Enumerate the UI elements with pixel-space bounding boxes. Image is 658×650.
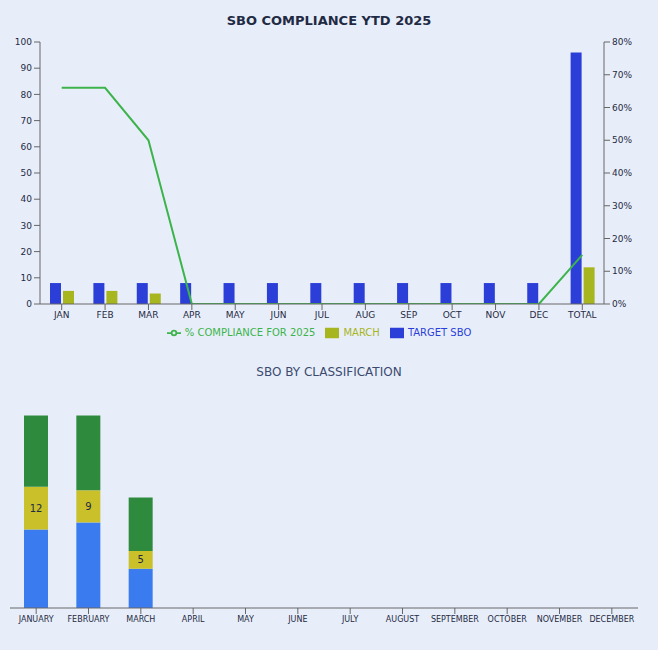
svg-text:JAN: JAN xyxy=(53,310,69,320)
svg-text:60%: 60% xyxy=(612,103,632,113)
html-text:% COMPLIANCE FOR 2025: % COMPLIANCE FOR 2025 xyxy=(184,327,316,338)
html-text:SBO BY CLASSIFICATION: SBO BY CLASSIFICATION xyxy=(256,365,402,379)
svg-text:AUGUST: AUGUST xyxy=(386,615,419,624)
svg-text:JUN: JUN xyxy=(270,310,287,320)
svg-text:APR: APR xyxy=(183,310,201,320)
svg-text:JANUARY: JANUARY xyxy=(18,615,54,624)
svg-text:FEB: FEB xyxy=(97,310,114,320)
svg-text:12: 12 xyxy=(30,503,43,514)
svg-text:50: 50 xyxy=(21,168,33,178)
svg-text:0%: 0% xyxy=(612,299,627,309)
svg-text:40: 40 xyxy=(21,194,33,204)
svg-text:70%: 70% xyxy=(612,70,632,80)
svg-text:MARCH: MARCH xyxy=(126,615,155,624)
svg-text:20%: 20% xyxy=(612,234,632,244)
svg-text:SEPTEMBER: SEPTEMBER xyxy=(431,615,479,624)
svg-text:APRIL: APRIL xyxy=(182,615,205,624)
svg-text:80%: 80% xyxy=(612,37,632,47)
svg-text:AUG: AUG xyxy=(356,310,376,320)
svg-text:10: 10 xyxy=(21,273,33,283)
svg-text:5: 5 xyxy=(137,554,143,565)
svg-text:MAY: MAY xyxy=(226,310,245,320)
svg-text:OCTOBER: OCTOBER xyxy=(488,615,528,624)
svg-text:DECEMBER: DECEMBER xyxy=(589,615,634,624)
svg-text:JUNE: JUNE xyxy=(287,615,307,624)
svg-text:40%: 40% xyxy=(612,168,632,178)
html-text:MARCH: MARCH xyxy=(343,327,380,338)
svg-text:30: 30 xyxy=(21,221,33,231)
svg-text:90: 90 xyxy=(21,63,33,73)
svg-text:50%: 50% xyxy=(612,135,632,145)
svg-text:MAR: MAR xyxy=(138,310,158,320)
svg-text:NOVEMBER: NOVEMBER xyxy=(537,615,583,624)
svg-text:100: 100 xyxy=(15,37,32,47)
svg-text:DEC: DEC xyxy=(529,310,548,320)
svg-text:60: 60 xyxy=(21,142,33,152)
svg-text:OCT: OCT xyxy=(443,310,462,320)
svg-text:0: 0 xyxy=(26,299,32,309)
svg-text:NOV: NOV xyxy=(486,310,507,320)
svg-text:10%: 10% xyxy=(612,266,632,276)
svg-text:9: 9 xyxy=(85,501,91,512)
svg-text:80: 80 xyxy=(21,90,33,100)
svg-text:SEP: SEP xyxy=(400,310,417,320)
svg-text:JUL: JUL xyxy=(314,310,329,320)
html-text:TARGET SBO: TARGET SBO xyxy=(407,327,472,338)
svg-text:TOTAL: TOTAL xyxy=(567,310,597,320)
svg-text:70: 70 xyxy=(21,116,33,126)
html-text:SBO COMPLIANCE YTD 2025: SBO COMPLIANCE YTD 2025 xyxy=(226,13,432,28)
svg-text:MAY: MAY xyxy=(237,615,254,624)
svg-text:20: 20 xyxy=(21,247,33,257)
svg-text:30%: 30% xyxy=(612,201,632,211)
svg-text:FEBRUARY: FEBRUARY xyxy=(68,615,110,624)
svg-text:JULY: JULY xyxy=(341,615,359,624)
